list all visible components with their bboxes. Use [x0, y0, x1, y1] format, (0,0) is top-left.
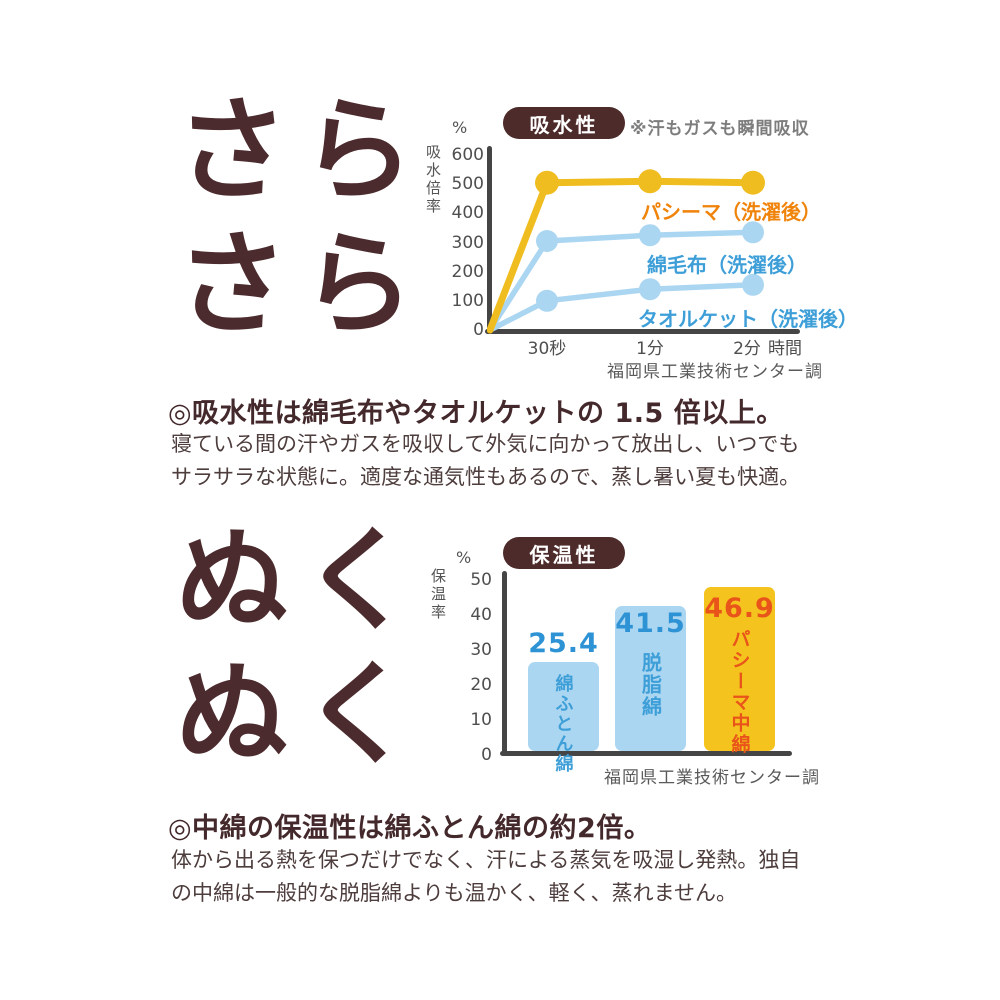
y-tick-label: 30 [470, 640, 492, 660]
y-tick-label: 400 [451, 203, 484, 224]
absorbency-title-badge: 吸水性 [503, 107, 625, 139]
bar-category-label: 脱脂綿 [638, 652, 663, 718]
data-point [535, 170, 559, 195]
legend-cotton-blanket: 綿毛布（洗濯後） [647, 253, 807, 277]
big-text-line: ぬく [176, 650, 428, 780]
absorbency-heading: ◎吸水性は綿毛布やタオルケットの 1.5 倍以上。 [168, 398, 784, 429]
data-point [638, 169, 662, 194]
bar-category-label: 綿ふとん綿 [552, 674, 574, 774]
y-tick-label: 200 [451, 261, 484, 282]
data-point [536, 289, 558, 312]
y-tick-label: 0 [481, 745, 492, 765]
absorbency-body-line1: 寝ている間の汗やガスを吸収して外気に向かって放出し、いつでも [171, 432, 800, 456]
y-tick-label: 40 [470, 605, 492, 625]
bar [615, 606, 686, 751]
big-text-line: さら [176, 220, 428, 350]
series-line [487, 229, 756, 333]
y-tick-label: 20 [470, 675, 492, 695]
absorbency-note: ※汗もガスも瞬間吸収 [630, 119, 810, 139]
big-text-line: さら [176, 86, 428, 216]
data-point [536, 230, 558, 252]
y-axis-title: 吸水倍率 [424, 144, 442, 216]
warmth-body-line1: 体から出る熱を保つだけでなく、汗による蒸気を吸湿し発熱。独自 [171, 848, 801, 872]
y-axis-unit: % [456, 548, 472, 567]
y-tick-label: 50 [470, 570, 492, 590]
x-tick-label: 1分 [636, 339, 664, 359]
bar [528, 662, 599, 751]
y-axis-title: 保温率 [429, 568, 447, 622]
legend-pasima: パシーマ（洗濯後） [641, 200, 821, 224]
legend-towel-blanket: タオルケット（洗濯後） [638, 307, 858, 331]
y-axis-line [502, 571, 507, 756]
bar-value-label: 46.9 [704, 593, 775, 624]
x-axis-line [485, 329, 800, 334]
series-line [487, 177, 757, 334]
bar-value-label: 41.5 [615, 608, 686, 639]
y-tick-label: 500 [451, 174, 484, 195]
data-point [742, 273, 764, 296]
y-tick-label: 300 [451, 232, 484, 253]
y-tick-label: 0 [473, 320, 484, 340]
warmth-heading: ◎中綿の保温性は綿ふとん綿の約2倍。 [168, 813, 652, 844]
warmth-body-line2: の中綿は一般的な脱脂綿よりも温かく、軽く、蒸れません。 [171, 881, 737, 905]
x-tick-label: 30秒 [527, 339, 567, 359]
x-tick-label: 2分 [733, 339, 761, 359]
y-tick-label: 100 [451, 290, 484, 311]
big-text-sarasara: さら さら [176, 84, 428, 352]
x-axis-line [500, 751, 792, 756]
x-axis-title: 時間 [768, 339, 802, 359]
y-axis-line [487, 146, 492, 334]
data-point [742, 221, 764, 244]
absorbency-source: 福岡県工業技術センター調 [607, 362, 823, 382]
big-text-line: ぬく [176, 516, 428, 646]
y-axis-unit: % [452, 118, 468, 137]
big-text-nukunuku: ぬく ぬく [176, 514, 428, 782]
data-point [639, 278, 661, 301]
warmth-title-badge: 保温性 [503, 537, 625, 569]
data-point [741, 170, 765, 195]
data-point [639, 224, 661, 247]
absorbency-body-line2: サラサラな状態に。適度な通気性もあるので、蒸し暑い夏も快適。 [171, 465, 801, 489]
bar-value-label: 25.4 [528, 628, 599, 659]
series-line [487, 282, 756, 333]
bar-category-label: パシーマ中綿 [728, 629, 751, 755]
warmth-source: 福岡県工業技術センター調 [604, 768, 820, 788]
y-tick-label: 10 [470, 710, 492, 730]
absorbency-line-plot [487, 169, 765, 334]
bar [704, 587, 775, 751]
y-tick-label: 600 [451, 145, 484, 165]
